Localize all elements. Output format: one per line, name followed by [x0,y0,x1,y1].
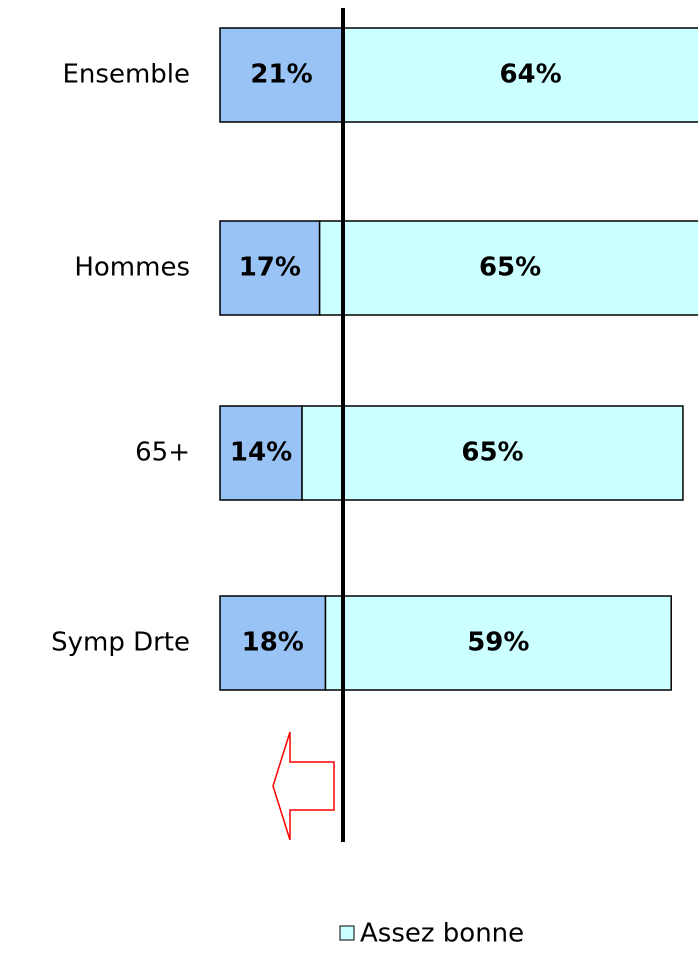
category-label: Hommes [74,253,190,283]
bar-segment [324,595,672,691]
value-label: 59% [467,628,529,658]
value-label: 17% [239,253,301,283]
legend-swatch [339,925,355,941]
legend-label: Assez bonne [360,919,524,949]
category-label: Ensemble [63,60,191,90]
value-label: 21% [250,60,312,90]
bar-segment [342,27,698,123]
arrow [272,731,335,841]
bars: Ensemble 21% 64% Hommes 17% 65% 65+ 14% 65% Symp … [51,27,698,691]
category-label: 65+ [135,438,190,468]
category-label: Symp Drte [51,628,190,658]
value-label: 65% [461,438,523,468]
bar-segment [318,220,698,316]
value-label: 14% [230,438,292,468]
bar-segment [219,220,321,316]
value-label: 65% [479,253,541,283]
value-label: 64% [499,60,561,90]
legend: Assez bonne [339,919,524,949]
value-label: 18% [242,628,304,658]
bar-segment [301,405,684,501]
bar-segment [219,27,344,123]
